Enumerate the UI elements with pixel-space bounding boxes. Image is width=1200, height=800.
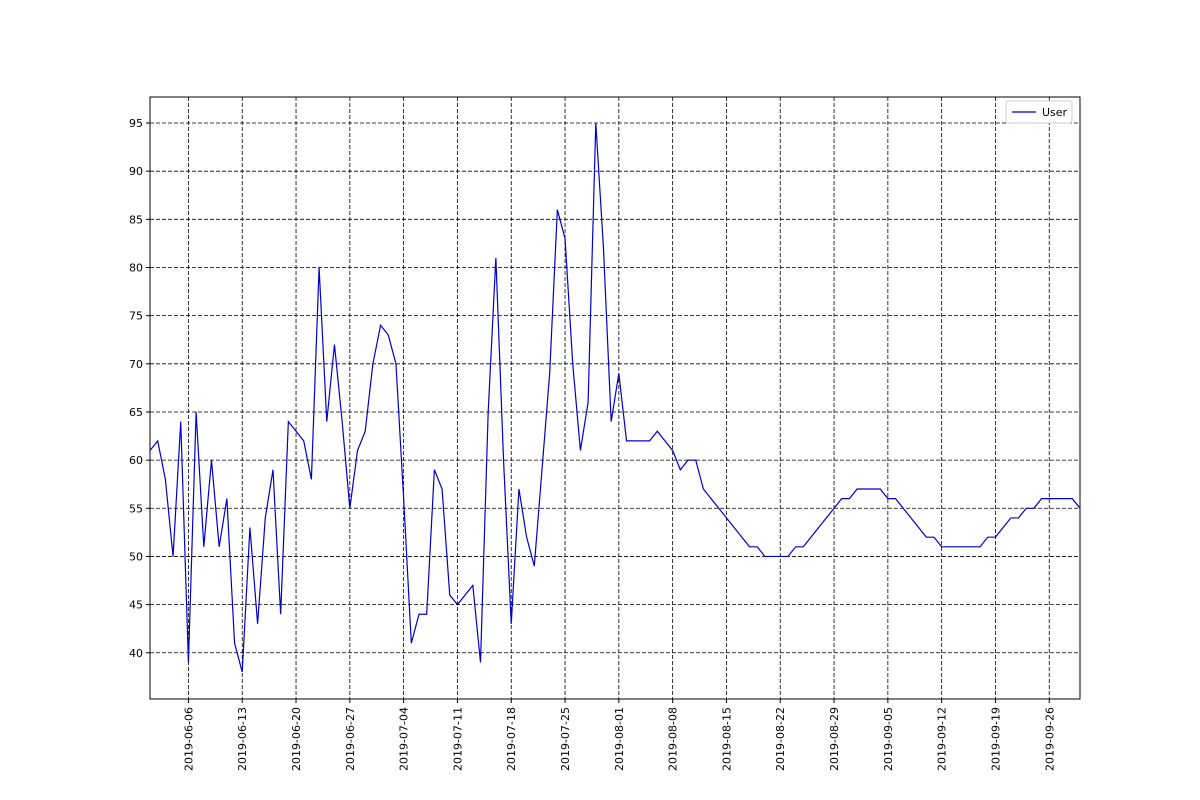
x-tick-label: 2019-09-12 [936,707,949,771]
x-tick-label: 2019-06-20 [290,707,303,771]
legend-box [1005,100,1073,124]
x-tick-label: 2019-08-01 [613,707,626,771]
plot-frame [149,96,1081,700]
x-tick-label: 2019-09-19 [989,707,1002,771]
x-tick-label: 2019-08-22 [774,707,787,771]
y-tick-label: 55 [129,502,143,515]
y-tick-label: 45 [129,599,143,612]
x-tick-label: 2019-07-11 [451,707,464,771]
x-tick-label: 2019-08-15 [720,707,733,771]
y-tick-label: 80 [129,261,143,274]
x-tick-label: 2019-07-04 [398,707,411,771]
x-tick-label: 2019-06-06 [182,707,195,771]
x-tick-label: 2019-07-25 [559,707,572,771]
x-tick-label: 2019-09-26 [1043,707,1056,771]
y-tick-label: 70 [129,358,143,371]
y-tick-label: 90 [129,165,143,178]
y-tick-label: 95 [129,117,143,130]
x-tick-label: 2019-07-18 [505,707,518,771]
x-tick-label: 2019-06-13 [236,707,249,771]
y-tick-label: 75 [129,310,143,323]
x-tick-label: 2019-06-27 [344,707,357,771]
x-tick-label: 2019-08-29 [828,707,841,771]
line-series [149,122,1081,673]
y-tick-label: 65 [129,406,143,419]
legend-label: User [1042,106,1068,119]
y-tick-label: 85 [129,213,143,226]
x-tick-label: 2019-09-05 [882,707,895,771]
y-tick-label: 40 [129,647,143,660]
y-tick-label: 60 [129,454,143,467]
y-tick-label: 50 [129,550,143,563]
x-tick-label: 2019-08-08 [667,707,680,771]
